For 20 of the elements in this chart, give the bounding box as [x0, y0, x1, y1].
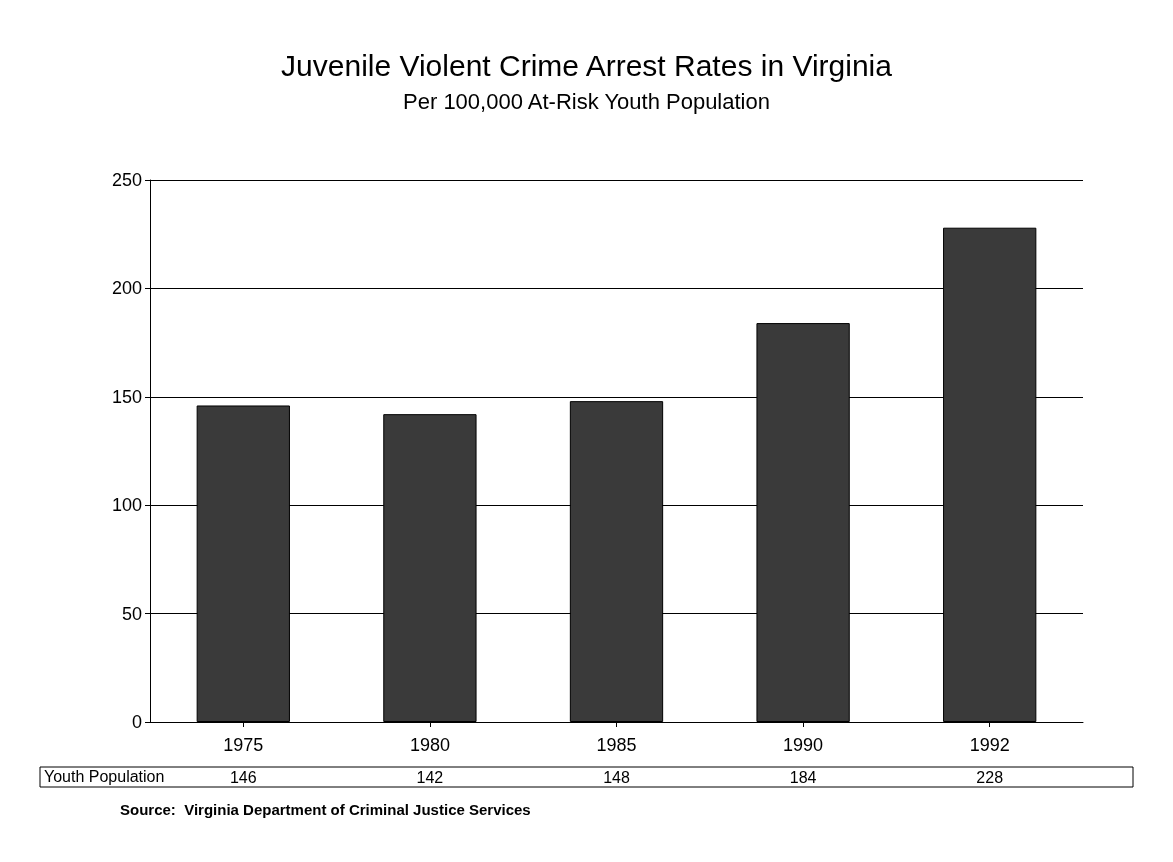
x-tick-label: 1990 [783, 735, 824, 755]
x-tick-label: 1992 [969, 735, 1010, 755]
x-tick-label: 1975 [223, 735, 264, 755]
y-tick-label: 150 [111, 386, 142, 407]
data-label: 148 [603, 768, 630, 786]
x-tick-label: 1980 [409, 735, 450, 755]
y-tick-label: 100 [111, 495, 142, 516]
x-tick-label: 1985 [596, 735, 637, 755]
data-label: 228 [976, 768, 1004, 786]
y-tick-label: 50 [121, 603, 142, 624]
text: Youth Population [44, 767, 165, 785]
y-tick-label: 250 [111, 170, 142, 190]
data-label: 146 [229, 768, 257, 786]
y-tick-label: 200 [111, 278, 142, 299]
y-tick-label: 0 [131, 712, 142, 732]
source-note: Source: Virginia Department of Criminal Justice Services [120, 801, 531, 818]
data-label: 142 [416, 768, 444, 786]
data-label: 184 [789, 768, 817, 786]
chart-title: Juvenile Violent Crime Arrest Rates in Virginia [281, 48, 893, 82]
chart-subtitle: Per 100,000 At-Risk Youth Population [403, 88, 770, 114]
